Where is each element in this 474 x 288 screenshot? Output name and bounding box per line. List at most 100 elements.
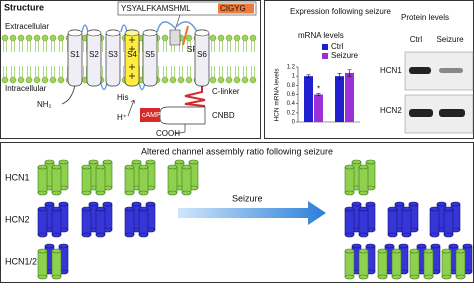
filter-line	[182, 25, 189, 46]
subunit	[51, 250, 62, 278]
lipid-head	[33, 76, 41, 84]
subunit-bottom	[167, 190, 178, 196]
lipid-tail	[19, 41, 23, 52]
subunit	[167, 166, 178, 194]
subunit-bottom	[37, 274, 48, 280]
subunit-bottom	[409, 274, 420, 280]
subunit-top	[174, 159, 185, 165]
subunit	[401, 208, 412, 236]
subunit	[124, 208, 135, 236]
subunit-bottom	[81, 232, 92, 238]
lipid-tail	[187, 41, 191, 52]
row-label: HCN1/2	[5, 256, 37, 266]
helix-top	[142, 29, 158, 37]
subunit-bottom	[51, 232, 62, 238]
lipid-tail	[43, 41, 47, 52]
subunit-top	[358, 164, 369, 170]
lipid-head	[1, 34, 9, 42]
row-label: HCN1	[380, 66, 402, 75]
lipid-tail	[35, 66, 39, 77]
helix-top	[194, 29, 210, 37]
subunit-top	[377, 248, 388, 254]
subunit	[409, 250, 420, 278]
lipid-head	[241, 34, 249, 42]
subunit-top	[51, 248, 62, 254]
subunit-top	[351, 243, 362, 249]
subunit-bottom	[429, 232, 440, 238]
subunit-bottom	[401, 232, 412, 238]
lipid-tail	[219, 66, 223, 77]
channels	[37, 159, 473, 280]
subunit-top	[436, 201, 447, 207]
y-tick-label: 0	[292, 120, 296, 126]
lipid-head	[1, 76, 9, 84]
lipid-head	[17, 76, 25, 84]
arrow-label: Seizure	[232, 193, 263, 203]
lipid-tail	[59, 41, 63, 52]
arrow	[178, 201, 326, 225]
structure-panel	[0, 0, 261, 139]
label: COOH	[156, 129, 180, 138]
label: SF	[187, 45, 197, 54]
subunit-bottom	[358, 190, 369, 196]
subunit-top	[398, 243, 409, 249]
subunit-top	[408, 201, 419, 207]
lipid-head	[57, 76, 65, 84]
subunit-top	[44, 201, 55, 207]
label: Intracellular	[5, 84, 47, 93]
subunit	[443, 208, 454, 236]
subunit-top	[102, 201, 113, 207]
blot-title: Protein levels	[401, 13, 449, 22]
subunit	[81, 208, 92, 236]
panel-title: Expression following seizure	[290, 7, 391, 16]
lipid-tail	[251, 41, 255, 52]
cnbd	[159, 106, 206, 125]
label: CNBD	[212, 111, 235, 120]
lipid-tail	[163, 41, 167, 52]
legend-label: Seizure	[331, 51, 359, 60]
lipid-tail	[83, 66, 87, 77]
c-linker	[184, 85, 206, 107]
lipid-head	[41, 76, 49, 84]
subunit-top	[455, 248, 466, 254]
subunit-top	[145, 201, 156, 207]
subunit-bottom	[391, 274, 402, 280]
lipid-tail	[139, 41, 143, 52]
chart-title: mRNA levels	[298, 31, 344, 40]
helix-top	[86, 29, 102, 37]
error-bar	[347, 69, 352, 77]
band	[439, 68, 463, 73]
lipid-head	[249, 34, 257, 42]
lipid-tail	[187, 66, 191, 77]
subunit-top	[188, 159, 199, 165]
subunit-top	[441, 248, 452, 254]
subunit-bottom	[95, 232, 106, 238]
subunit-bottom	[124, 190, 135, 196]
subunit-top	[416, 243, 427, 249]
subunit-top	[145, 159, 156, 165]
lipid-head	[9, 76, 17, 84]
subunit	[37, 166, 48, 194]
segment-label: S2	[89, 50, 99, 59]
n-tail	[61, 84, 76, 105]
lipid-tail	[227, 66, 231, 77]
lipid-head	[25, 76, 33, 84]
segment-label: S5	[145, 50, 155, 59]
label: cAMP	[142, 112, 161, 119]
lipid-tail	[219, 41, 223, 52]
subunit	[51, 166, 62, 194]
subunit-top	[58, 159, 69, 165]
lipid-tail	[27, 41, 31, 52]
subunit-bottom	[358, 232, 369, 238]
subunit-bottom	[138, 190, 149, 196]
subunit	[377, 250, 388, 278]
subunit-top	[448, 243, 459, 249]
subunit-bottom	[181, 190, 192, 196]
subunit	[138, 166, 149, 194]
segment-label: S1	[70, 50, 80, 59]
subunit-top	[138, 206, 149, 212]
lipid-head	[57, 34, 65, 42]
subunit-top	[462, 243, 473, 249]
subunit-bottom	[81, 190, 92, 196]
lipid-tail	[235, 41, 239, 52]
